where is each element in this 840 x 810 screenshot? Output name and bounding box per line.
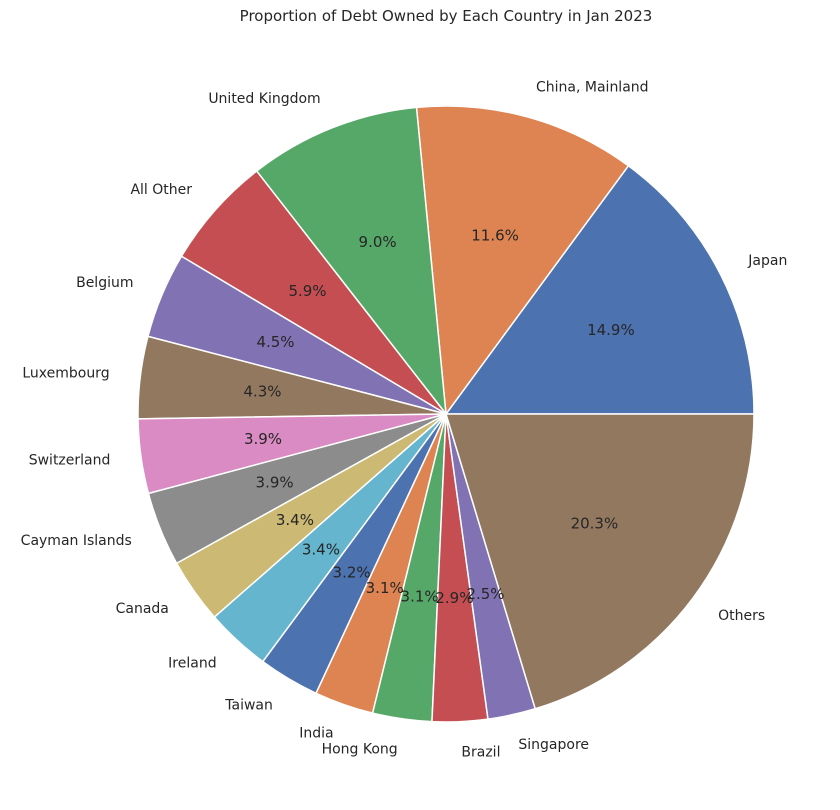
- pie-slice-china-mainland: [415, 105, 630, 415]
- slice-label-japan: Japan: [747, 253, 787, 269]
- slice-percent-others: 20.3%: [571, 515, 619, 533]
- slices-group: [137, 105, 755, 723]
- slice-label-luxembourg: Luxembourg: [22, 366, 109, 382]
- slice-percent-all-other: 5.9%: [288, 282, 326, 300]
- slice-label-taiwan: Taiwan: [224, 697, 273, 713]
- slice-label-singapore: Singapore: [518, 737, 589, 753]
- slice-percent-switzerland: 3.9%: [244, 430, 282, 448]
- slice-percent-united-kingdom: 9.0%: [359, 233, 397, 251]
- slice-label-ireland: Ireland: [168, 655, 216, 671]
- slice-label-switzerland: Switzerland: [29, 453, 111, 469]
- slice-percent-luxembourg: 4.3%: [243, 383, 281, 401]
- slice-percent-singapore: 2.5%: [466, 585, 504, 603]
- slice-label-canada: Canada: [116, 601, 169, 617]
- slice-percent-china-mainland: 11.6%: [471, 226, 519, 244]
- chart-title: Proportion of Debt Owned by Each Country…: [240, 7, 653, 25]
- slice-percent-taiwan: 3.2%: [333, 563, 371, 581]
- slice-label-cayman-islands: Cayman Islands: [21, 533, 132, 549]
- slice-percent-japan: 14.9%: [587, 321, 635, 339]
- slice-label-others: Others: [718, 608, 765, 624]
- slice-label-belgium: Belgium: [76, 275, 133, 291]
- pie-slice-japan: [445, 165, 755, 415]
- slice-percent-brazil: 2.9%: [435, 589, 473, 607]
- slice-percent-india: 3.1%: [366, 579, 404, 597]
- slice-label-india: India: [299, 726, 333, 742]
- slice-label-brazil: Brazil: [461, 744, 500, 760]
- percent-labels-group: 14.9% 11.6% 9.0% 5.9% 4.5% 4.3% 3.9% 3.9% 3.4% 3.…: [243, 226, 634, 607]
- slice-percent-canada: 3.4%: [276, 511, 314, 529]
- slice-label-united-kingdom: United Kingdom: [208, 91, 320, 107]
- slice-percent-cayman-islands: 3.9%: [256, 474, 294, 492]
- labels-group: Japan China, Mainland United Kingdom All Ot…: [21, 79, 788, 760]
- slice-label-all-other: All Other: [130, 182, 192, 198]
- slice-percent-belgium: 4.5%: [256, 333, 294, 351]
- slice-percent-ireland: 3.4%: [302, 541, 340, 559]
- slice-label-china-mainland: China, Mainland: [536, 79, 649, 95]
- pie-slice-united-kingdom: [255, 106, 447, 415]
- pie-slice-others: [445, 413, 755, 710]
- slice-label-hong-kong: Hong Kong: [322, 741, 398, 757]
- slice-percent-hong-kong: 3.1%: [401, 587, 439, 605]
